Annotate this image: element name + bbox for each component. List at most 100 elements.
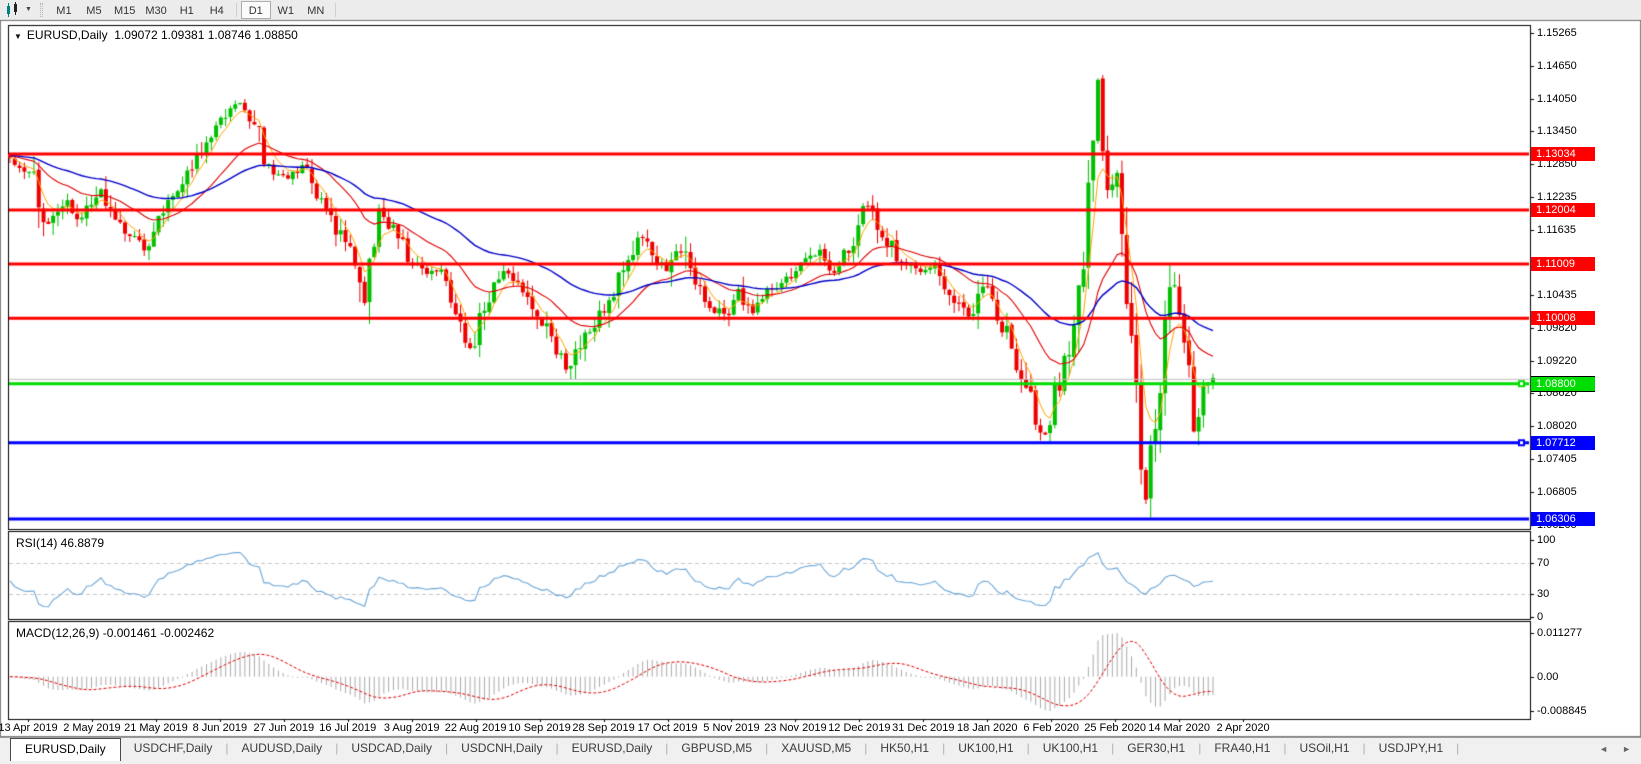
price-chart-canvas[interactable] [0,20,1641,737]
tab-separator: | [1362,741,1366,755]
tab-separator: | [1111,741,1115,755]
timeframe-button-D1[interactable]: D1 [240,0,271,19]
price-axis-label: 1.11635 [1537,223,1576,236]
date-axis-label: 21 May 2019 [124,722,188,734]
date-axis-label: 12 Dec 2019 [828,722,891,734]
tab-separator: | [665,741,669,755]
date-axis-label: 14 Mar 2020 [1148,722,1210,734]
date-axis-label: 27 Jun 2019 [253,722,315,734]
candlestick-chart-icon[interactable] [5,1,21,17]
chart-tab-USDCNH-Daily[interactable]: USDCNH,Daily [461,741,543,755]
chart-tab-bar: EURUSD,Daily USDCHF,Daily | AUDUSD,Daily | US… [0,737,1641,764]
toolbar-separator [235,2,237,17]
chart-tab-USDCHF-Daily[interactable]: USDCHF,Daily [133,741,213,755]
tab-scroll-left-icon[interactable]: ◄ [1599,744,1609,754]
macd-axis-label: -0.008845 [1537,705,1587,717]
date-axis-label: 8 Jun 2019 [192,722,248,734]
date-axis-label: 25 Feb 2020 [1084,722,1147,734]
chart-tab-HK50-H1[interactable]: HK50,H1 [880,741,930,755]
date-axis-label: 31 Dec 2019 [892,722,955,734]
tab-separator: | [1456,741,1460,755]
chart-ohlc-values: 1.09072 1.09381 1.08746 1.08850 [114,28,298,42]
rsi-axis-label: 100 [1537,534,1556,546]
macd-indicator-label: MACD(12,26,9) -0.001461 -0.002462 [16,626,215,640]
date-axis-label: 6 Feb 2020 [1023,722,1080,734]
macd-axis-label: 0.011277 [1537,627,1583,639]
macd-axis-label: 0.00 [1537,670,1559,683]
rsi-indicator-label: RSI(14) 46.8879 [16,536,105,550]
chart-tab-EURUSD-Daily[interactable]: EURUSD,Daily [10,738,121,761]
date-axis-label: 13 Apr 2019 [0,722,58,734]
timeframe-button-H1[interactable]: H1 [179,4,194,17]
toolbar-separator [334,2,336,17]
date-axis-label: 22 Aug 2019 [444,722,507,734]
tab-separator: | [445,741,449,755]
price-axis-label: 1.15265 [1537,27,1577,39]
chart-tab-EURUSD-Daily[interactable]: EURUSD,Daily [571,741,653,755]
chart-tab-USDJPY-H1[interactable]: USDJPY,H1 [1378,741,1444,755]
timeframe-button-M15[interactable]: M15 [113,4,136,17]
price-axis-label: 1.14650 [1537,60,1577,73]
chart-tab-GBPUSD-M5[interactable]: GBPUSD,M5 [681,741,753,755]
date-axis-label: 28 Sep 2019 [572,722,635,734]
price-line-badge: 1.12004 [1531,202,1595,217]
price-line-badge: 1.08800 [1531,375,1595,392]
chart-window: ▼ EURUSD,Daily 1.09072 1.09381 1.08746 1.… [0,20,1641,737]
date-axis-label: 5 Nov 2019 [703,722,760,734]
chart-tab-UK100-H1[interactable]: UK100,H1 [1042,741,1099,755]
chart-tab-AUDUSD-Daily[interactable]: AUDUSD,Daily [241,741,323,755]
price-axis-label: 1.08020 [1537,420,1577,433]
timeframe-button-H4[interactable]: H4 [209,4,224,17]
tab-scroll-right-icon[interactable]: ► [1622,744,1631,754]
chart-tab-USDCAD-Daily[interactable]: USDCAD,Daily [351,741,432,755]
chart-tab-FRA40-H1[interactable]: FRA40,H1 [1214,741,1271,755]
timeframe-button-M1[interactable]: M1 [56,4,72,17]
price-axis-label: 1.09220 [1537,354,1577,367]
timeframe-button-M5[interactable]: M5 [86,4,102,17]
rsi-axis-label: 70 [1537,557,1550,570]
timeframe-buttons: M1 M5 M15 M30 H1 H4 D1 W1 MN [49,0,340,19]
toolbar-grip [39,2,43,17]
price-line-badge: 1.13034 [1531,147,1595,162]
date-axis-label: 2 Apr 2020 [1216,722,1270,734]
tab-separator: | [1198,741,1202,755]
tab-separator: | [1283,741,1287,755]
price-axis-label: 1.12235 [1537,191,1577,204]
chart-tab-GER30-H1[interactable]: GER30,H1 [1127,741,1186,755]
price-axis-label: 1.09820 [1537,322,1577,335]
price-line-badge: 1.06306 [1531,512,1595,527]
tab-separator: | [864,741,868,755]
tab-separator: | [335,741,339,755]
collapse-icon[interactable]: ▼ [14,32,22,41]
price-line-badge: 1.10008 [1531,311,1595,326]
price-line-badge: 1.11009 [1531,256,1595,271]
tab-separator: | [765,741,769,755]
tabs-holder: EURUSD,Daily USDCHF,Daily | AUDUSD,Daily | US… [0,738,1459,761]
tab-scroll-controls: ◄ ► [1599,744,1631,754]
price-line-badge: 1.07712 [1531,435,1595,450]
tab-separator: | [942,741,946,755]
chart-type-dropdown-icon[interactable]: ▼ [25,6,32,13]
price-axis-label: 1.13450 [1537,125,1577,138]
tab-separator: | [555,741,559,755]
chart-tab-XAUUSD-M5[interactable]: XAUUSD,M5 [781,741,852,755]
chart-tab-USOil-H1[interactable]: USOil,H1 [1299,741,1350,755]
date-axis-label: 3 Aug 2019 [383,722,440,734]
date-axis-label: 16 Jul 2019 [319,722,377,734]
rsi-axis-label: 30 [1537,587,1550,600]
timeframe-button-M30[interactable]: M30 [145,4,167,17]
chart-title: ▼ EURUSD,Daily 1.09072 1.09381 1.08746 1.… [14,28,298,42]
price-axis-label: 1.10435 [1537,289,1577,302]
timeframe-button-W1[interactable]: W1 [277,4,295,17]
tab-separator: | [225,741,229,755]
price-axis-label: 1.14050 [1537,92,1577,105]
date-axis-label: 2 May 2019 [63,722,121,734]
chart-tab-UK100-H1[interactable]: UK100,H1 [958,741,1014,755]
timeframe-toolbar: ▼ M1 M5 M15 M30 H1 H4 D1 W1 MN [0,0,1641,20]
date-axis-label: 23 Nov 2019 [764,722,827,734]
date-axis-label: 17 Oct 2019 [637,722,698,734]
price-axis-label: 1.07405 [1537,453,1577,466]
date-axis-label: 10 Sep 2019 [508,722,571,734]
timeframe-button-MN[interactable]: MN [307,4,325,17]
